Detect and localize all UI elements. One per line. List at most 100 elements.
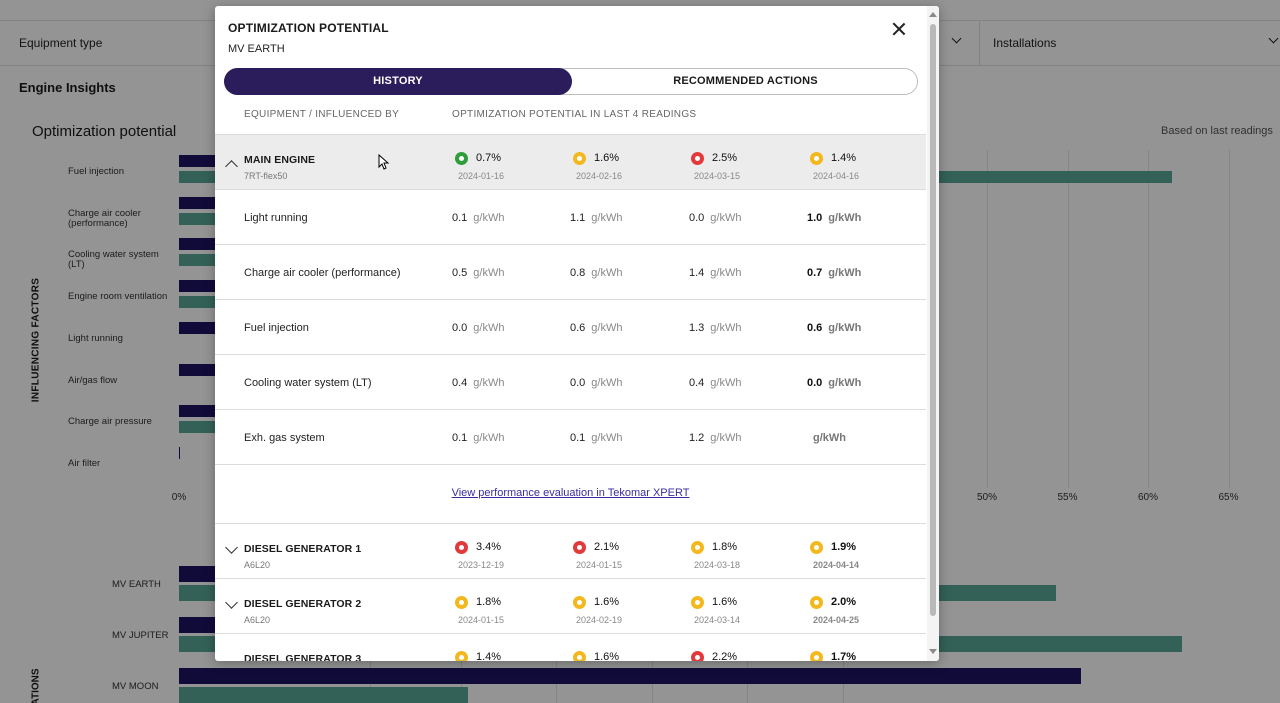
performance-evaluation-link[interactable]: View performance evaluation in Tekomar X… [451,487,690,499]
tab-recommended-actions[interactable]: RECOMMENDED ACTIONS [673,75,818,87]
optimization-potential-modal: OPTIMIZATION POTENTIAL MV EARTH HISTORY … [215,6,939,661]
category-label: Air filter [68,457,101,469]
value-unit: g/kWh [710,267,742,279]
equipment-list[interactable]: MAIN ENGINE 7RT-flex50 0.7% 2024-01-16 1… [215,134,926,661]
close-icon[interactable] [890,20,908,38]
equipment-name: DIESEL GENERATOR 2 [244,598,362,610]
value-unit: g/kWh [710,212,742,224]
equipment-row-diesel-generator-2[interactable]: DIESEL GENERATOR 2 A6L20 1.8% 2024-01-15… [215,578,926,633]
status-good-icon [455,152,468,165]
scroll-up-arrow-icon[interactable] [929,12,937,17]
factor-value-latest: 1.0 g/kWh [807,212,861,224]
reading-date: 2024-01-15 [576,560,623,570]
status-warning-icon [455,651,468,661]
factor-value: 1.3 g/kWh [689,322,741,334]
value-unit: g/kWh [828,377,862,389]
reading-value: 1.4% [831,152,857,164]
equipment-model: 7RT-flex50 [244,171,288,181]
value-number: 0.8 [570,267,586,279]
category-label: Fuel injection [68,166,124,177]
value-number: 0.1 [452,432,468,444]
reading-value: 2.0% [831,596,857,608]
chart-title: Optimization potential [32,123,177,140]
value-unit: g/kWh [591,377,623,389]
value-unit: g/kWh [591,432,623,444]
based-on-note: Based on last readings [1161,125,1273,137]
reading-date: 2024-03-18 [694,560,741,570]
column-header-potential: OPTIMIZATION POTENTIAL IN LAST 4 READING… [452,109,697,120]
reading-date: 2024-04-25 [813,615,860,625]
installation-bar-teal[interactable] [179,687,468,703]
equipment-type-label: Equipment type [19,36,103,50]
status-warning-icon [810,596,823,609]
installations-filter[interactable]: Installations [974,21,1280,65]
factor-value: 0.4 g/kWh [452,377,504,389]
category-label: Engine room ventilation [68,291,168,303]
reading-value: 1.6% [712,596,738,608]
status-warning-icon [810,541,823,554]
status-warning-icon [573,596,586,609]
factor-value: 0.1 g/kWh [570,432,622,444]
factor-value: 0.4 g/kWh [689,377,741,389]
status-warning-icon [573,651,586,661]
gridline [987,150,988,488]
factor-value: 0.0 g/kWh [452,322,504,334]
chevron-up-icon[interactable] [225,160,238,173]
value-unit: g/kWh [591,267,623,279]
scroll-down-arrow-icon[interactable] [929,649,937,654]
value-unit: g/kWh [710,322,742,334]
chevron-down-icon[interactable] [225,596,238,609]
value-number: 0.0 [807,377,823,389]
value-unit: g/kWh [828,322,862,334]
installation-bar-navy[interactable] [179,668,1081,684]
equipment-model: A6L20 [244,560,271,570]
x-tick-label: 65% [1218,492,1239,503]
reading-date: 2023-12-19 [458,560,505,570]
gridline [1067,150,1069,488]
factor-value: 1.1 g/kWh [570,212,622,224]
factor-value-latest: g/kWh [807,432,846,444]
factor-value: 0.0 g/kWh [570,377,622,389]
factor-name: Fuel injection [244,322,309,334]
factor-row-charge-air-cooler: Charge air cooler (performance) 0.5 g/kWh… [215,244,926,299]
factor-value: 0.0 g/kWh [689,212,741,224]
reading-value: 1.6% [594,651,620,661]
equipment-row-diesel-generator-1[interactable]: DIESEL GENERATOR 1 A6L20 3.4% 2023-12-19… [215,523,926,578]
factor-value: 0.1 g/kWh [452,432,504,444]
equipment-type-filter[interactable]: Equipment type [0,21,980,65]
factor-bar-navy[interactable] [179,446,181,459]
value-unit: g/kWh [473,267,505,279]
reading-value: 1.8% [712,541,738,553]
status-alert-icon [691,152,704,165]
category-label: Light running [68,332,123,344]
value-number: 1.0 [807,212,823,224]
value-unit: g/kWh [473,212,505,224]
installation-label: MV EARTH [112,579,161,590]
factor-name: Light running [244,212,308,224]
reading-date: 2024-02-19 [576,615,623,625]
value-number: 1.4 [689,267,705,279]
factor-value-latest: 0.0 g/kWh [807,377,861,389]
installation-label: MV MOON [112,681,159,692]
value-number: 0.0 [689,212,705,224]
status-warning-icon [810,651,823,661]
scrollbar-thumb[interactable] [930,24,936,616]
equipment-row-main-engine[interactable]: MAIN ENGINE 7RT-flex50 0.7% 2024-01-16 1… [215,134,926,189]
value-number: 0.6 [807,322,823,334]
factor-value: 0.5 g/kWh [452,267,504,279]
factor-name: Exh. gas system [244,432,325,444]
equipment-row-diesel-generator-3[interactable]: DIESEL GENERATOR 3 1.4% 1.6% 2.2% 1.7% [215,633,926,661]
equipment-name: MAIN ENGINE [244,154,316,166]
chevron-down-icon[interactable] [225,541,238,554]
status-warning-icon [691,541,704,554]
value-unit: g/kWh [473,377,505,389]
gridline [1228,150,1230,488]
value-number: 0.1 [570,432,586,444]
modal-title: OPTIMIZATION POTENTIAL [228,21,389,35]
tab-history[interactable]: HISTORY [224,68,572,95]
reading-value: 3.4% [476,541,502,553]
mouse-pointer-icon [378,153,390,170]
column-header-equipment: EQUIPMENT / INFLUENCED BY [244,109,400,120]
x-tick-label: 50% [976,492,998,503]
reading-value: 1.7% [831,651,857,661]
